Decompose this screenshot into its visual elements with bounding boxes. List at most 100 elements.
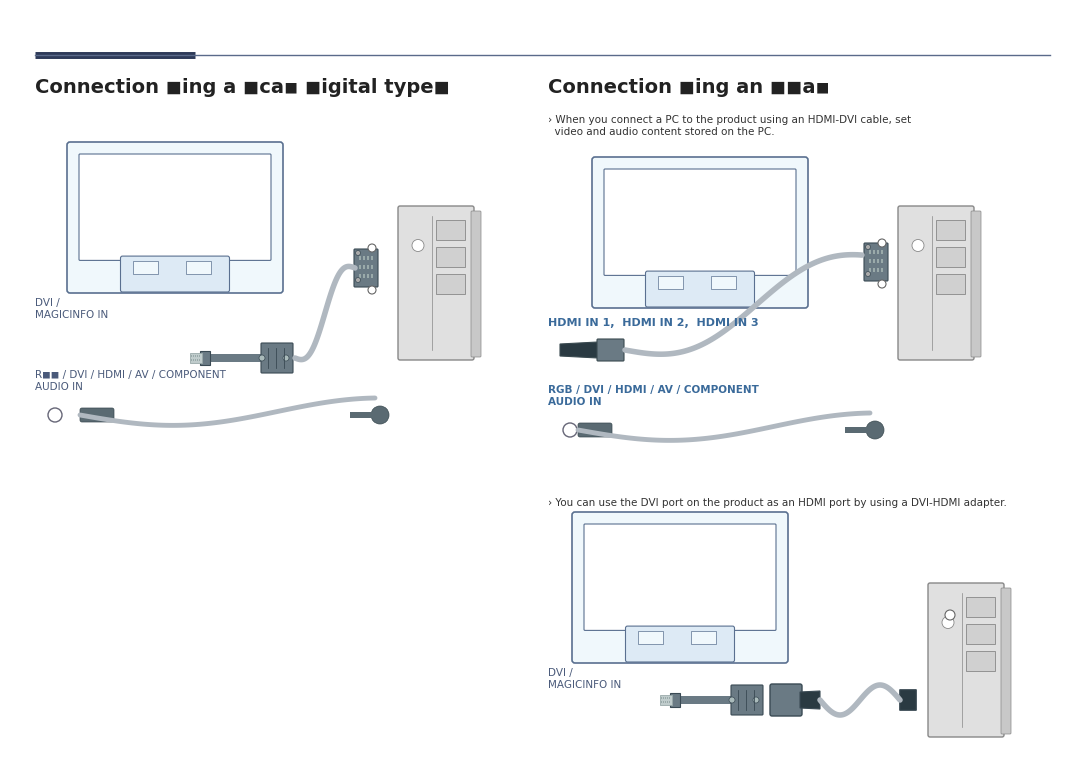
Bar bbox=[663, 697, 664, 699]
Text: DVI /: DVI / bbox=[35, 298, 59, 308]
Bar bbox=[350, 412, 378, 418]
FancyBboxPatch shape bbox=[584, 524, 777, 630]
Bar bbox=[881, 259, 883, 263]
FancyBboxPatch shape bbox=[604, 169, 796, 275]
Bar bbox=[881, 268, 883, 272]
Bar bbox=[195, 359, 197, 361]
Bar bbox=[436, 220, 464, 240]
Bar bbox=[191, 359, 192, 361]
FancyBboxPatch shape bbox=[864, 243, 888, 281]
FancyBboxPatch shape bbox=[79, 154, 271, 260]
Bar bbox=[658, 276, 684, 289]
Bar bbox=[359, 256, 361, 260]
Bar bbox=[197, 359, 199, 361]
FancyBboxPatch shape bbox=[731, 685, 762, 715]
Text: › When you connect a PC to the product using an HDMI-DVI cable, set: › When you connect a PC to the product u… bbox=[548, 115, 915, 125]
Text: MAGICINFO IN: MAGICINFO IN bbox=[35, 310, 108, 320]
Circle shape bbox=[729, 697, 735, 703]
FancyBboxPatch shape bbox=[1001, 588, 1011, 734]
Circle shape bbox=[283, 355, 289, 361]
FancyBboxPatch shape bbox=[80, 408, 114, 422]
Bar bbox=[667, 697, 669, 699]
Bar bbox=[359, 265, 361, 269]
Bar bbox=[667, 701, 669, 703]
Bar bbox=[363, 265, 365, 269]
Bar bbox=[663, 701, 664, 703]
Bar bbox=[363, 256, 365, 260]
Text: › You can use the DVI port on the product as an HDMI port by using a DVI-HDMI ad: › You can use the DVI port on the produc… bbox=[548, 498, 1007, 508]
Bar bbox=[677, 696, 732, 704]
Bar bbox=[193, 359, 194, 361]
FancyBboxPatch shape bbox=[399, 206, 474, 360]
Bar bbox=[193, 355, 194, 357]
Circle shape bbox=[563, 423, 577, 437]
Bar bbox=[881, 250, 883, 254]
Bar bbox=[966, 624, 995, 643]
Bar bbox=[191, 355, 192, 357]
Bar bbox=[966, 651, 995, 671]
Circle shape bbox=[411, 240, 424, 252]
Bar bbox=[869, 268, 870, 272]
Bar bbox=[936, 247, 964, 266]
Text: video and audio content stored on the PC.: video and audio content stored on the PC… bbox=[548, 127, 774, 137]
Circle shape bbox=[372, 406, 389, 424]
Bar bbox=[665, 701, 666, 703]
Circle shape bbox=[259, 355, 265, 361]
Bar bbox=[359, 274, 361, 278]
Circle shape bbox=[866, 421, 885, 439]
Bar bbox=[186, 261, 211, 274]
Text: RGB / DVI / HDMI / AV / COMPONENT: RGB / DVI / HDMI / AV / COMPONENT bbox=[548, 385, 759, 395]
Bar bbox=[190, 353, 202, 363]
Bar bbox=[936, 274, 964, 294]
Bar bbox=[199, 359, 200, 361]
FancyBboxPatch shape bbox=[770, 684, 802, 716]
FancyBboxPatch shape bbox=[471, 211, 481, 357]
FancyBboxPatch shape bbox=[646, 271, 755, 307]
Bar bbox=[869, 250, 870, 254]
FancyBboxPatch shape bbox=[897, 206, 974, 360]
Bar bbox=[690, 631, 716, 644]
Circle shape bbox=[355, 250, 361, 256]
Bar bbox=[873, 268, 875, 272]
Bar bbox=[869, 259, 870, 263]
Bar bbox=[661, 701, 662, 703]
Circle shape bbox=[945, 610, 955, 620]
Circle shape bbox=[48, 408, 62, 422]
Bar bbox=[877, 250, 879, 254]
Bar bbox=[372, 256, 373, 260]
Circle shape bbox=[912, 240, 924, 252]
FancyBboxPatch shape bbox=[578, 423, 612, 437]
Bar bbox=[367, 265, 369, 269]
Bar bbox=[670, 693, 680, 707]
Circle shape bbox=[753, 697, 759, 703]
Bar bbox=[363, 274, 365, 278]
Bar bbox=[436, 274, 464, 294]
Bar bbox=[133, 261, 158, 274]
Bar bbox=[877, 259, 879, 263]
Bar bbox=[669, 697, 671, 699]
Bar bbox=[207, 354, 262, 362]
FancyBboxPatch shape bbox=[928, 583, 1004, 737]
Bar bbox=[877, 268, 879, 272]
Bar bbox=[638, 631, 663, 644]
Bar bbox=[199, 355, 200, 357]
FancyBboxPatch shape bbox=[121, 256, 229, 292]
Polygon shape bbox=[800, 691, 820, 709]
Text: MAGICINFO IN: MAGICINFO IN bbox=[548, 680, 621, 690]
Circle shape bbox=[942, 617, 954, 629]
Bar bbox=[200, 351, 210, 365]
Bar bbox=[661, 697, 662, 699]
FancyBboxPatch shape bbox=[67, 142, 283, 293]
Polygon shape bbox=[561, 342, 598, 358]
Bar bbox=[660, 695, 672, 705]
FancyBboxPatch shape bbox=[354, 249, 378, 287]
Circle shape bbox=[878, 280, 886, 288]
Bar bbox=[936, 220, 964, 240]
Circle shape bbox=[355, 278, 361, 282]
Bar bbox=[436, 247, 464, 266]
Bar bbox=[711, 276, 735, 289]
Bar bbox=[966, 597, 995, 617]
FancyBboxPatch shape bbox=[900, 690, 916, 710]
Bar bbox=[195, 355, 197, 357]
Bar bbox=[669, 701, 671, 703]
